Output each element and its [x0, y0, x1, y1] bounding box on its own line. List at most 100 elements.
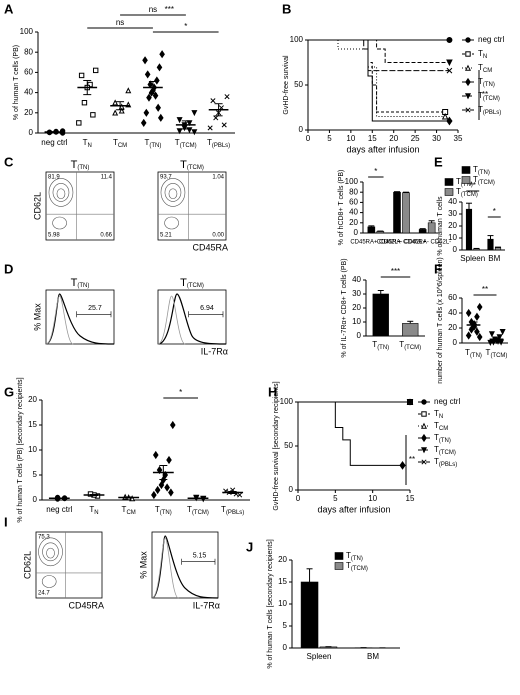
marker	[81, 100, 88, 106]
label-part: N	[88, 143, 92, 149]
label-part: (TCM)	[483, 96, 500, 102]
marker	[421, 459, 427, 465]
contour	[168, 188, 178, 200]
x-axis-label: IL-7Rα	[193, 600, 220, 610]
marker	[166, 455, 172, 465]
legend-label: T(TN)	[346, 551, 363, 561]
histogram-curve	[151, 535, 219, 599]
marker	[176, 117, 183, 124]
marker	[465, 37, 471, 43]
y-tick-label: 0	[283, 643, 288, 652]
legend-swatch	[444, 188, 454, 196]
survival-line	[308, 39, 446, 113]
marker	[499, 329, 506, 336]
label-part: (TCM)	[461, 192, 478, 198]
label-part: T	[473, 165, 478, 174]
label-part: T	[473, 175, 478, 184]
x-tick-label: TN	[89, 505, 98, 515]
marker	[159, 50, 165, 59]
survival-line	[308, 39, 450, 63]
label-part: CM	[483, 68, 492, 74]
label-part: (TN)	[160, 510, 172, 516]
sig-label: ns	[116, 18, 124, 27]
isotype-curve	[151, 537, 179, 599]
isotype-curve	[45, 295, 74, 345]
legend-label: T(TCM)	[473, 175, 495, 185]
quadrant-label: 24.7	[38, 591, 50, 597]
y-tick-label: 100	[290, 35, 304, 44]
bar	[418, 229, 427, 234]
marker	[154, 76, 160, 85]
label-part: (TCM)	[439, 450, 456, 456]
x-tick-label: neg ctrl	[41, 138, 67, 147]
x-tick-label: 25	[411, 134, 420, 143]
y-tick-label: 0	[29, 128, 34, 137]
quadrant-label: 75.3	[38, 535, 50, 541]
legend-swatch	[334, 552, 344, 560]
marker	[92, 67, 99, 74]
label-part: (TN)	[470, 353, 482, 359]
y-tick-label: 15	[28, 420, 37, 429]
contour	[52, 216, 67, 230]
marker	[465, 77, 471, 87]
x-tick-label: TCM	[113, 138, 127, 148]
marker	[465, 331, 472, 340]
marker	[144, 70, 151, 79]
marker	[421, 399, 427, 405]
y-tick-label: 40	[349, 208, 358, 217]
quadrant-label: 0.00	[212, 233, 224, 239]
legend-swatch	[461, 166, 471, 174]
legend-label: T(TN)	[478, 77, 495, 87]
y-axis-label: % of human T cells [secondary recipients…	[267, 539, 274, 668]
y-tick-label: 100	[20, 27, 34, 36]
label-part: T	[478, 91, 483, 100]
marker	[118, 107, 125, 114]
label-part: T	[434, 457, 439, 466]
marker	[147, 80, 154, 89]
x-tick-label: T(TCM)	[187, 505, 209, 515]
label-part: T	[478, 77, 483, 86]
legend-label: T(TN)	[434, 433, 451, 443]
label-part: N	[439, 414, 443, 420]
marker	[168, 488, 174, 497]
label-part: T	[221, 505, 226, 514]
y-tick-label: 0	[354, 228, 359, 237]
y-tick-label: 100	[345, 177, 359, 186]
panel-letter: A	[4, 1, 14, 16]
label-part: T	[434, 421, 439, 430]
panel-letter: E	[434, 154, 443, 169]
label-part: (TN)	[351, 556, 363, 562]
marker	[112, 109, 119, 116]
legend-label: neg ctrl	[434, 397, 460, 406]
label-part: T	[434, 433, 439, 442]
marker	[474, 312, 480, 321]
bar	[402, 323, 419, 337]
sig-label: **	[409, 455, 415, 464]
contour	[164, 216, 179, 230]
y-tick-label: 0	[299, 125, 304, 134]
y-axis-label: GvHD-free survival	[283, 55, 290, 115]
x-tick-label: Spleen	[460, 254, 485, 263]
contour	[46, 547, 55, 559]
x-tick-label: T(TCM)	[175, 138, 197, 148]
y-axis-label: % of human T cells (PB)	[13, 45, 20, 120]
label-part: T	[456, 177, 461, 186]
y-tick-label: 60	[24, 68, 33, 77]
label-part: T	[478, 63, 483, 72]
marker	[399, 460, 406, 470]
survival-line	[308, 39, 450, 122]
y-tick-label: 0	[289, 485, 294, 494]
y-axis-label: CD62L	[22, 551, 32, 579]
x-axis-label: days after infusion	[346, 144, 419, 154]
legend-label: TCM	[478, 63, 492, 73]
x-tick-label: 35	[454, 134, 463, 143]
y-tick-label: 20	[278, 555, 287, 564]
y-tick-label: 20	[24, 108, 33, 117]
y-tick-label: 10	[28, 445, 37, 454]
panel-letter: B	[282, 1, 291, 16]
marker	[476, 302, 483, 312]
label-part: (PBLs)	[226, 510, 244, 516]
label-part: (TCM)	[490, 353, 507, 359]
marker	[237, 492, 243, 498]
